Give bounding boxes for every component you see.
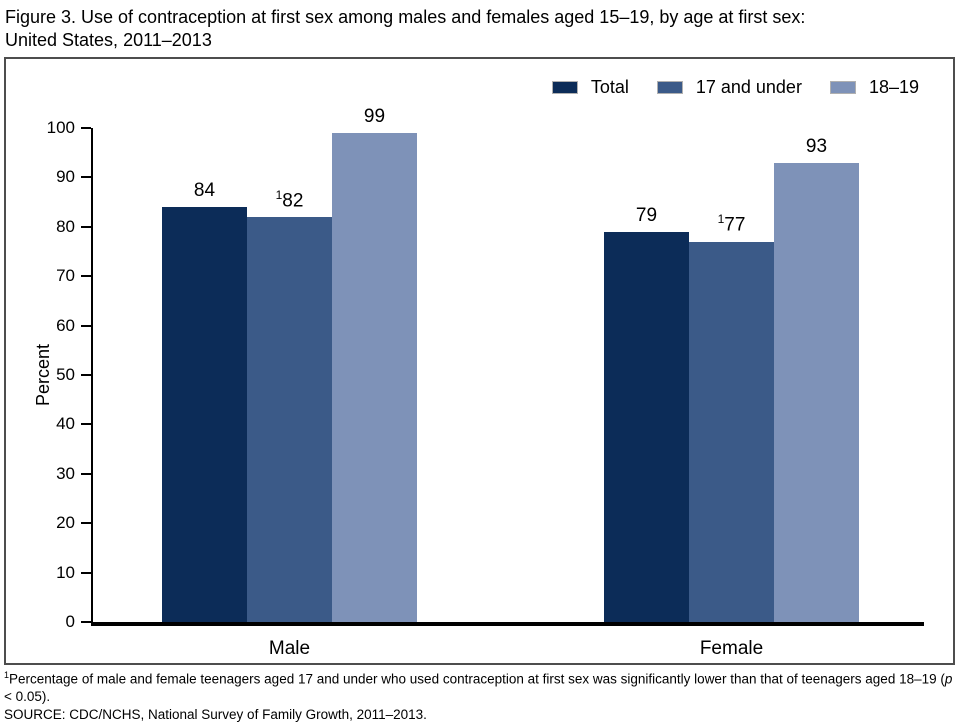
footnote-p-italic: p [944,671,953,687]
y-tick [81,275,91,278]
footnote-text-end: < 0.05). [4,689,51,704]
bar-18-19-female [774,162,859,622]
footnote-text: Percentage of male and female teenagers … [9,671,945,687]
category-label-male: Male [268,638,311,659]
y-tick-label: 80 [56,216,75,236]
footnotes: 1Percentage of male and female teenagers… [4,667,955,723]
figure-title-line2: United States, 2011–2013 [5,30,212,50]
bar-value-label: 84 [193,180,216,202]
bar-value-label: 99 [363,105,386,127]
legend-label: 17 and under [695,77,802,97]
y-tick-label: 30 [56,463,75,483]
y-tick [81,127,91,129]
bar-18-19-male [332,132,417,622]
bar-value-label: 79 [635,204,658,226]
y-tick-label: 10 [56,562,75,582]
y-tick [81,571,91,574]
y-tick [81,176,91,179]
x-axis-line [91,622,924,626]
y-tick-label: 70 [56,266,75,286]
legend-label: Total [590,77,629,97]
legend-swatch-17-and-under [656,81,683,94]
figure-title-line1: Figure 3. Use of contraception at first … [5,7,806,27]
bar-value-label: 177 [717,212,746,236]
footnote-source: SOURCE: CDC/NCHS, National Survey of Fam… [4,706,427,722]
y-tick [81,225,91,228]
plot-area: Percent 0 10 20 30 40 50 60 70 80 90 100 84 182 99 Mal… [33,106,924,659]
y-tick-label: 90 [56,167,75,187]
footnote-superscript: 1 [4,670,10,680]
y-tick-label: 40 [56,414,75,434]
y-tick-label: 20 [56,513,75,533]
y-tick-label: 100 [46,118,75,137]
legend-label: 18–19 [868,77,919,97]
bar-value-label: 93 [805,135,828,157]
y-tick-label: 60 [56,315,75,335]
bar-value-label: 182 [275,187,304,211]
bar-17-and-under-female [689,241,774,622]
bar-value-superscript: 1 [717,212,725,227]
y-tick [81,374,91,376]
legend: Total 17 and under 18–19 [551,77,919,98]
y-tick [81,423,91,426]
y-tick [81,621,91,623]
bar-17-and-under-male [247,216,332,622]
legend-item-17-and-under: 17 and under [656,77,802,98]
legend-item-18-19: 18–19 [829,77,919,98]
bar-total-male [162,207,247,622]
category-label-female: Female [699,638,764,659]
bar-value-superscript: 1 [275,187,283,202]
y-tick-label: 0 [65,612,75,631]
chart-frame: Total 17 and under 18–19 Percent 0 10 20 30 40… [4,57,955,665]
y-tick-label: 50 [56,365,75,384]
bar-total-female [604,231,689,622]
legend-item-total: Total [551,77,629,98]
legend-swatch-total [551,81,578,94]
figure-title: Figure 3. Use of contraception at first … [5,6,805,52]
y-tick [81,522,91,525]
y-tick [81,324,91,327]
legend-swatch-18-19 [829,81,856,94]
footnote-note: 1Percentage of male and female teenagers… [4,667,955,706]
y-tick [81,472,91,475]
